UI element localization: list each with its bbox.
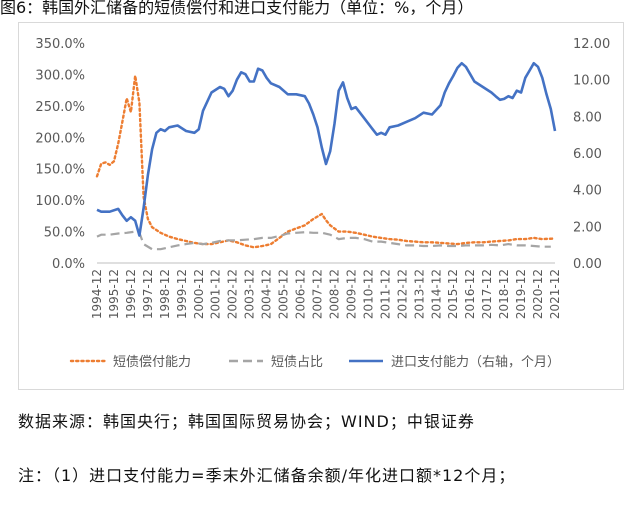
data-source-note: 数据来源：韩国央行；韩国国际贸易协会；WIND；中银证券 [18, 412, 475, 431]
legend-label-0: 短债偿付能力 [113, 355, 191, 370]
left-tick-label: 50.0% [44, 226, 85, 241]
x-tick-label: 2015-12 [446, 269, 460, 319]
x-tick-label: 2012-12 [395, 269, 409, 319]
right-tick-label: 10.00 [573, 74, 610, 89]
x-tick-label: 2002-12 [226, 269, 240, 319]
left-tick-label: 350.0% [35, 37, 85, 52]
x-tick-label: 2001-12 [209, 269, 223, 319]
chart-frame: 0.0% 50.0% 100.0% 150.0% 200.0% 250.0% 300.0% 3… [18, 22, 624, 390]
series-layer [95, 61, 557, 251]
x-tick-label: 2000-12 [192, 269, 206, 319]
left-tick-label: 100.0% [35, 194, 85, 209]
right-tick-label: 8.00 [573, 110, 602, 125]
x-tick-label: 2019-12 [514, 269, 528, 319]
series-line-2 [96, 61, 557, 237]
right-tick-label: 6.00 [573, 147, 602, 162]
right-tick-label: 2.00 [573, 220, 602, 235]
legend: 短债偿付能力 短债占比 进口支付能力（右轴，个月） [69, 355, 560, 370]
right-tick-label: 4.00 [573, 184, 602, 199]
x-tick-label: 2003-12 [243, 269, 257, 319]
left-axis-ticks: 0.0% 50.0% 100.0% 150.0% 200.0% 250.0% 300.0% 3… [35, 37, 85, 272]
x-tick-label: 1995-12 [107, 269, 121, 319]
figure-caption: 图6：韩国外汇储备的短债偿付和进口支付能力（单位：%，个月） [0, 0, 474, 17]
series-line-0 [95, 74, 557, 249]
right-axis-ticks: 0.00 2.00 4.00 6.00 8.00 10.00 12.00 [573, 37, 610, 272]
x-tick-label: 1999-12 [175, 269, 189, 319]
x-tick-label: 2020-12 [531, 269, 545, 319]
x-tick-label: 2006-12 [294, 269, 308, 319]
x-tick-label: 2004-12 [260, 269, 274, 319]
x-tick-label: 1994-12 [90, 269, 104, 319]
left-tick-label: 200.0% [35, 131, 85, 146]
x-tick-label: 2018-12 [497, 269, 511, 319]
left-tick-label: 150.0% [35, 163, 85, 178]
legend-label-1: 短债占比 [271, 355, 323, 370]
x-tick-label: 2010-12 [361, 269, 375, 319]
x-axis-ticks: 1994-12 1995-12 1996-12 1997-12 1998-12 1999-… [90, 269, 562, 319]
x-tick-label: 2014-12 [429, 269, 443, 319]
series-line-1 [96, 230, 551, 251]
right-tick-label: 0.00 [573, 257, 602, 272]
x-tick-label: 2021-12 [548, 269, 562, 319]
x-tick-label: 1996-12 [124, 269, 138, 319]
x-tick-label: 1998-12 [158, 269, 172, 319]
right-tick-label: 12.00 [573, 37, 610, 52]
x-tick-label: 2013-12 [412, 269, 426, 319]
left-tick-label: 250.0% [35, 100, 85, 115]
legend-label-2: 进口支付能力（右轴，个月） [391, 355, 560, 370]
line-chart: 0.0% 50.0% 100.0% 150.0% 200.0% 250.0% 300.0% 3… [35, 37, 610, 370]
left-tick-label: 0.0% [52, 257, 85, 272]
x-tick-label: 2017-12 [480, 269, 494, 319]
x-tick-label: 2008-12 [327, 269, 341, 319]
x-tick-label: 2005-12 [277, 269, 291, 319]
x-tick-label: 2007-12 [311, 269, 325, 319]
left-tick-label: 300.0% [35, 68, 85, 83]
x-tick-label: 2009-12 [344, 269, 358, 319]
x-tick-label: 1997-12 [141, 269, 155, 319]
footnote-1: 注：（1）进口支付能力=季末外汇储备余额/年化进口额*12个月； [18, 466, 516, 485]
x-tick-label: 2016-12 [463, 269, 477, 319]
x-tick-label: 2011-12 [378, 269, 392, 319]
